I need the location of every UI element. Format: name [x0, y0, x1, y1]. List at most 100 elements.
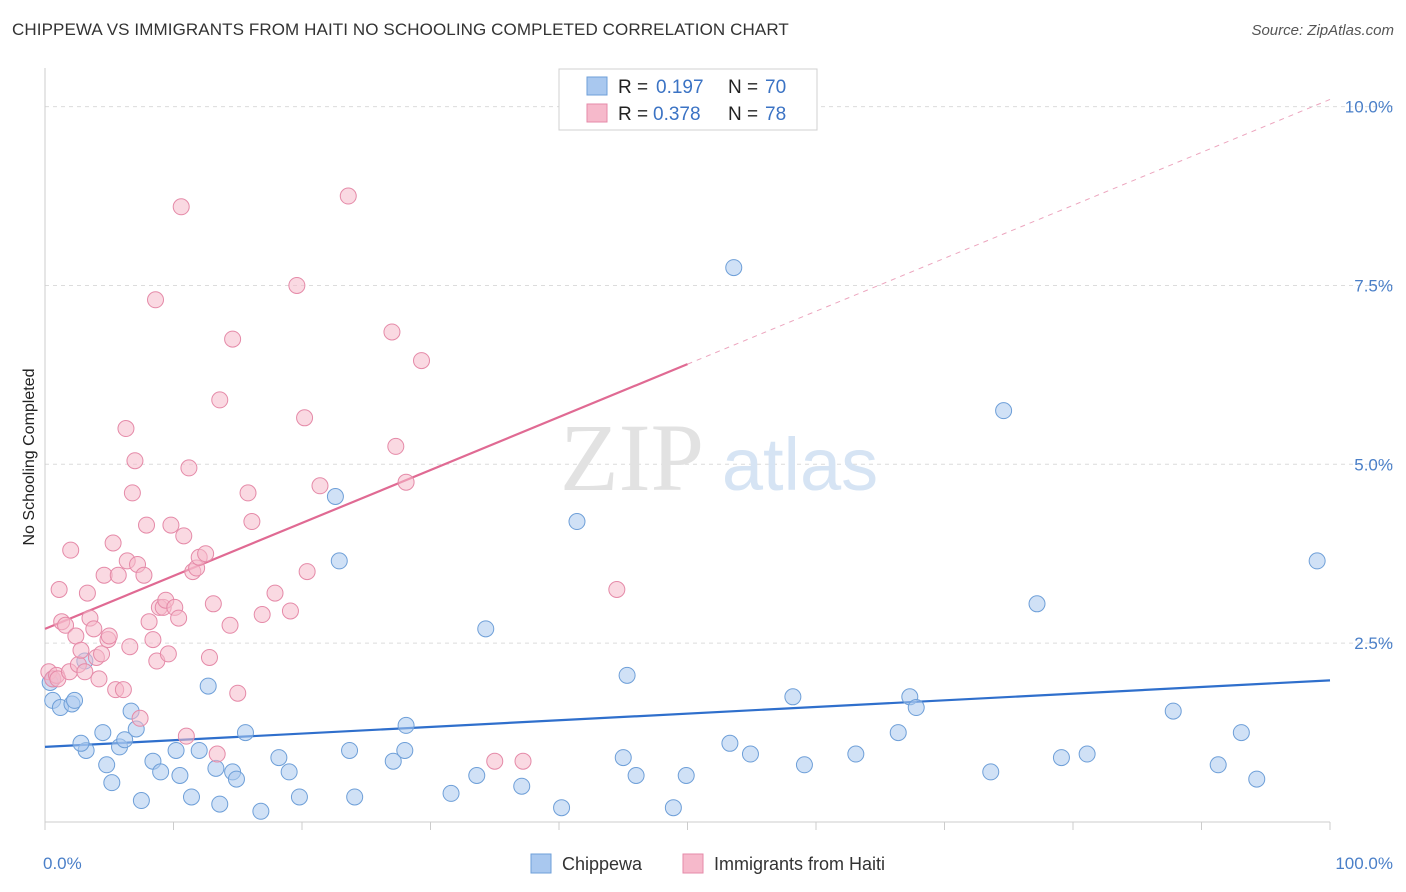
legend-swatch-pink [586, 103, 608, 123]
y-tick-label-2: 7.5% [1354, 276, 1393, 295]
point-0-52 [725, 259, 743, 277]
point-0-47 [618, 666, 636, 684]
chart-title: CHIPPEWA VS IMMIGRANTS FROM HAITI NO SCH… [12, 20, 789, 39]
series-legend: Chippewa Immigrants from Haiti [530, 853, 885, 874]
point-0-33 [326, 488, 344, 505]
point-0-11 [103, 774, 121, 792]
point-1-42 [159, 645, 177, 663]
point-0-62 [1028, 595, 1046, 613]
point-0-67 [1232, 724, 1250, 742]
legend-swatch-haiti [682, 853, 704, 874]
point-0-20 [167, 741, 185, 759]
point-1-28 [121, 638, 139, 656]
point-0-27 [227, 770, 245, 788]
point-1-15 [85, 620, 103, 638]
point-0-29 [252, 802, 270, 820]
point-0-59 [907, 699, 925, 717]
x-tick-label-1: 100.0% [1335, 854, 1393, 873]
y-tick-labels: 2.5% 5.0% 7.5% 10.0% [1345, 98, 1393, 654]
point-0-23 [199, 677, 217, 695]
point-1-36 [144, 631, 162, 649]
legend-label-chippewa: Chippewa [562, 854, 643, 874]
point-1-69 [311, 477, 329, 495]
point-0-48 [627, 767, 645, 784]
point-1-67 [296, 409, 314, 427]
point-0-41 [468, 767, 486, 784]
point-0-10 [98, 756, 116, 774]
point-1-58 [221, 616, 239, 634]
point-1-25 [114, 681, 132, 699]
legend-r-value-1: 0.197 [656, 77, 704, 98]
point-1-73 [397, 473, 415, 491]
point-0-18 [152, 763, 170, 781]
point-0-25 [211, 795, 229, 813]
point-1-30 [126, 452, 144, 470]
point-0-66 [1209, 756, 1227, 774]
point-0-49 [664, 799, 682, 817]
y-tick-label-3: 10.0% [1345, 98, 1393, 117]
point-0-40 [442, 784, 460, 802]
point-1-45 [170, 609, 188, 627]
point-1-57 [211, 391, 229, 409]
zipatlas-watermark: ZIP atlas [560, 404, 878, 511]
point-1-66 [288, 276, 306, 294]
point-0-32 [290, 788, 308, 806]
point-1-65 [281, 602, 299, 620]
legend-n-label-2: N = [728, 104, 758, 125]
point-1-6 [57, 616, 75, 634]
point-1-29 [123, 484, 141, 502]
point-1-24 [109, 566, 127, 584]
point-0-60 [982, 763, 1000, 781]
point-1-46 [172, 198, 190, 216]
point-1-55 [204, 595, 222, 613]
y-tick-label-0: 2.5% [1354, 634, 1393, 653]
point-1-61 [239, 484, 257, 502]
point-0-56 [847, 745, 865, 763]
point-1-53 [197, 545, 215, 563]
point-1-8 [62, 541, 80, 559]
trend-line-0 [44, 679, 1331, 748]
point-1-22 [104, 534, 122, 552]
point-1-72 [387, 437, 405, 455]
point-1-37 [147, 291, 165, 309]
point-0-53 [741, 745, 759, 763]
point-0-46 [614, 749, 632, 767]
data-points [40, 187, 1326, 820]
legend-n-value-1: 70 [765, 77, 786, 98]
legend-n-value-2: 78 [765, 104, 786, 125]
point-1-43 [162, 516, 180, 534]
point-1-12 [76, 663, 94, 681]
point-0-35 [341, 741, 359, 759]
point-1-32 [131, 709, 149, 727]
point-1-63 [253, 606, 271, 624]
point-0-57 [889, 724, 907, 742]
point-0-44 [553, 799, 571, 817]
point-1-33 [135, 566, 153, 584]
point-0-39 [397, 716, 415, 734]
point-0-16 [132, 792, 150, 810]
trend-line-1 [44, 363, 688, 630]
point-0-30 [270, 749, 288, 767]
point-0-50 [677, 767, 695, 784]
point-0-38 [396, 741, 414, 759]
point-1-13 [78, 584, 96, 602]
point-0-45 [568, 513, 586, 531]
point-0-9 [94, 724, 112, 742]
point-0-8 [72, 734, 90, 752]
point-1-56 [208, 745, 226, 763]
point-1-18 [93, 645, 111, 663]
point-1-64 [266, 584, 284, 602]
point-0-13 [116, 731, 134, 749]
point-0-21 [182, 788, 200, 806]
point-0-61 [995, 402, 1013, 420]
point-1-75 [514, 752, 532, 770]
point-1-76 [608, 581, 626, 598]
point-0-42 [477, 620, 495, 638]
point-1-59 [224, 330, 242, 348]
watermark-zip: ZIP [560, 404, 704, 511]
point-0-65 [1164, 702, 1182, 720]
point-1-11 [72, 641, 90, 659]
y-axis-title: No Schooling Completed [21, 369, 38, 546]
point-0-54 [784, 688, 802, 706]
point-0-34 [330, 552, 348, 570]
